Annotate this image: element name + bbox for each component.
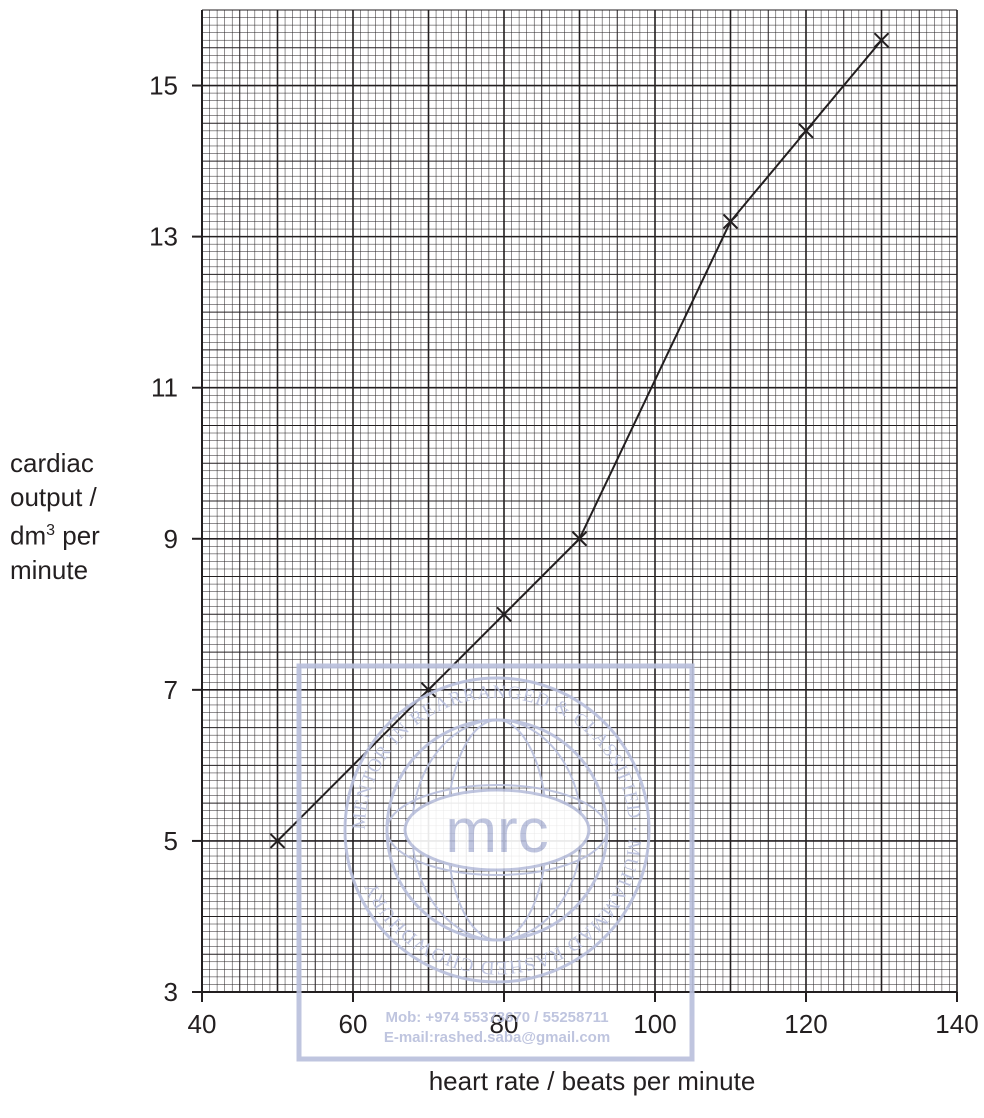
y-axis-label-line-2: output / xyxy=(10,482,97,512)
watermark-ring-outer xyxy=(343,676,651,984)
x-tick-label: 60 xyxy=(339,1009,368,1039)
data-series xyxy=(269,32,890,849)
cross-stroke xyxy=(496,606,512,623)
y-axis-label-line-4: minute xyxy=(10,554,89,585)
data-point-cross xyxy=(798,123,814,139)
watermark-globe-band xyxy=(386,784,608,876)
grid xyxy=(201,9,958,993)
watermark-email: E-mail:rashed.saba@gmail.com xyxy=(384,1029,610,1046)
cross-stroke xyxy=(873,32,890,48)
y-tick-label: 9 xyxy=(164,524,178,554)
x-axis-label-wrap: heart rate / beats per minute xyxy=(0,1066,984,1097)
axes: 40 60 80 100 120 140 3 5 7 9 11 13 15 xyxy=(149,10,979,1039)
data-point-cross xyxy=(420,682,437,698)
y-tick-label: 3 xyxy=(164,977,178,1007)
watermark-center-oval xyxy=(403,788,591,872)
x-axis-label: heart rate / beats per minute xyxy=(428,1066,756,1096)
cross-stroke xyxy=(571,531,588,547)
y-axis-label-unit: dm xyxy=(10,520,47,551)
y-tick-label: 7 xyxy=(164,675,178,705)
y-tick-label: 11 xyxy=(151,373,178,403)
y-tick-label: 5 xyxy=(164,826,178,856)
watermark-frame xyxy=(296,663,695,1062)
x-tick-label: 140 xyxy=(935,1009,978,1039)
data-point-cross xyxy=(873,32,890,48)
x-tick-label: 80 xyxy=(490,1009,519,1039)
x-tick-label: 40 xyxy=(188,1009,217,1039)
watermark-center-text: mrc xyxy=(445,797,548,866)
data-point-cross xyxy=(496,606,512,623)
y-axis-label: cardiac output / dm3 per minute xyxy=(10,446,100,587)
data-point-cross xyxy=(269,833,286,849)
watermark-mobile: Mob: +974 55373670 / 55258711 xyxy=(385,1009,608,1026)
cross-stroke xyxy=(269,833,286,849)
data-point-cross xyxy=(571,531,588,547)
data-point-cross xyxy=(722,213,739,230)
cross-stroke xyxy=(798,123,814,139)
y-axis-label-per: per xyxy=(62,520,100,551)
cross-stroke xyxy=(722,213,739,230)
y-tick-label: 15 xyxy=(149,71,178,101)
y-axis-label-line-3: dm3 per xyxy=(10,514,100,553)
cross-stroke xyxy=(420,682,437,698)
x-tick-label: 120 xyxy=(784,1009,827,1039)
y-axis-label-superscript: 3 xyxy=(46,522,56,539)
x-tick-label: 100 xyxy=(633,1009,676,1039)
y-tick-label: 13 xyxy=(149,222,178,252)
y-axis-label-line-1: cardiac xyxy=(10,448,94,478)
